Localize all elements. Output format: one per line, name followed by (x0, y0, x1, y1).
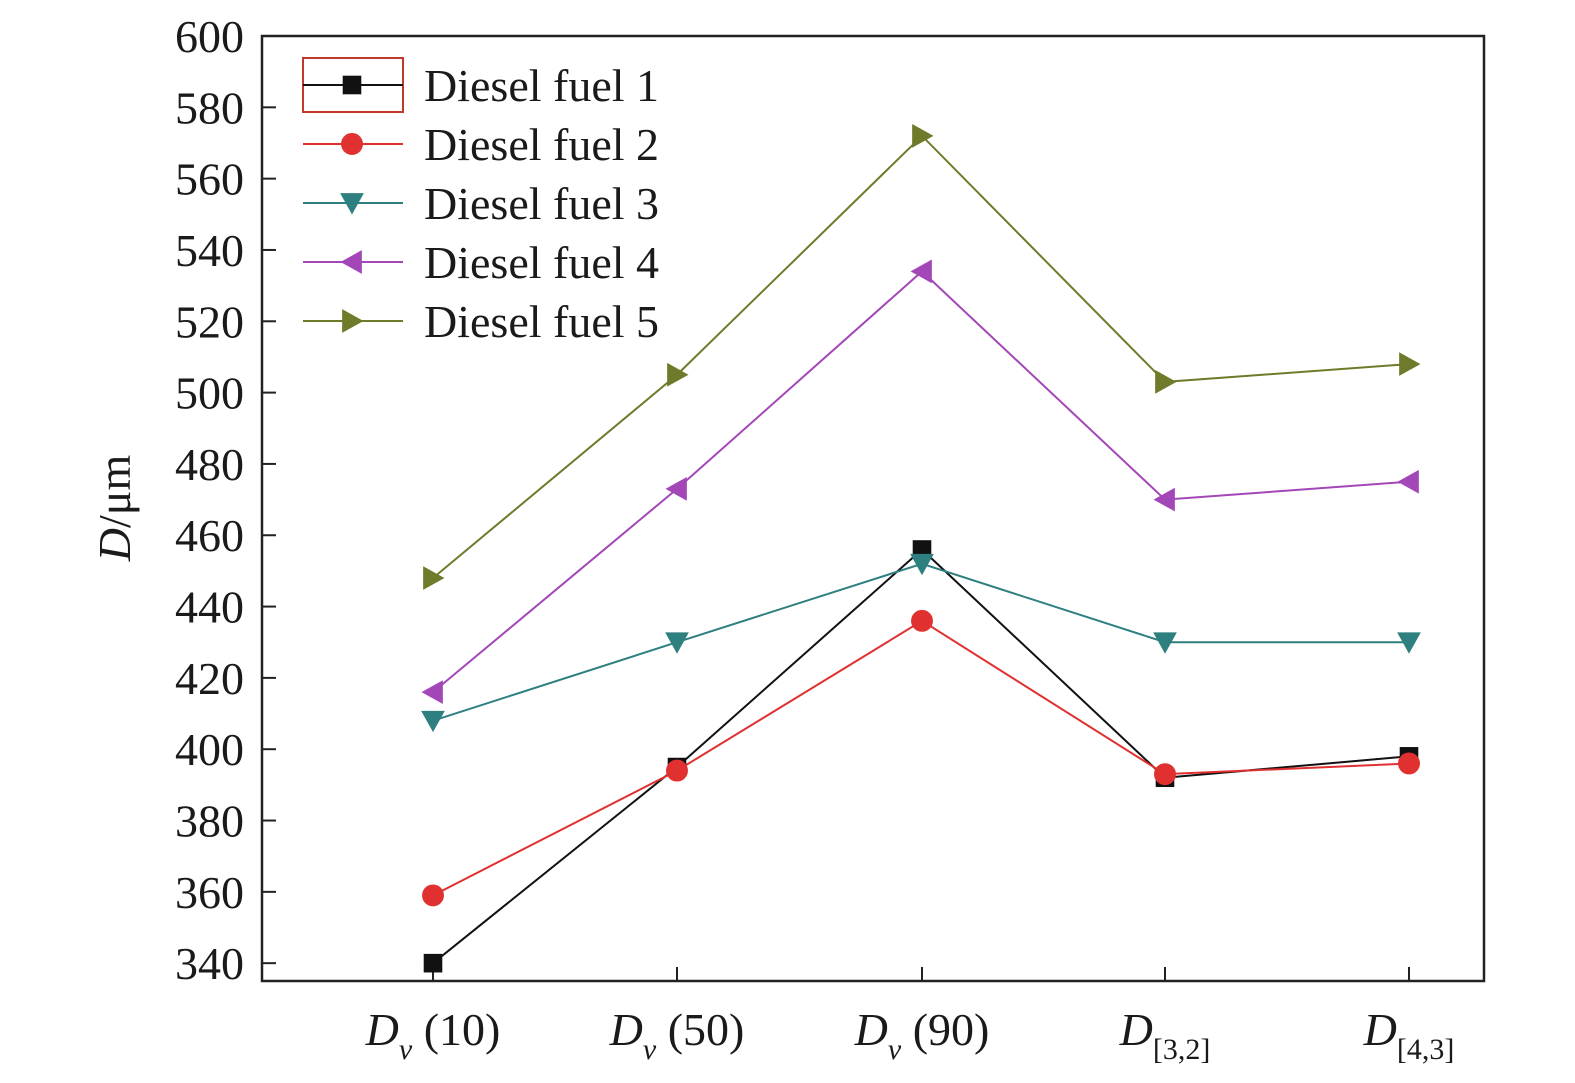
data-point-series-2 (422, 884, 444, 907)
data-point-series-3 (421, 710, 445, 733)
x-tick-label: D[4,3] (1363, 1004, 1455, 1066)
series-line-2 (432, 619, 1410, 897)
data-point-series-4 (665, 477, 687, 501)
plot-frame (260, 34, 1486, 983)
y-axis-ticks: 340 360 380 400 420 440 460 480 500 520 540 560 580 6… (175, 11, 276, 989)
x-axis-ticks: Dv (10) Dv (50) Dv (90) D[3,2] D[4,3] (365, 967, 1455, 1066)
y-tick-label: 580 (175, 82, 244, 133)
data-point-series-5 (423, 566, 445, 590)
y-tick-label: 560 (175, 154, 244, 205)
series-line-3 (432, 562, 1409, 722)
y-tick-label: 420 (175, 653, 244, 704)
x-tick-label: Dv (50) (609, 1004, 745, 1066)
legend-label: Diesel fuel 4 (424, 237, 659, 288)
legend-label: Diesel fuel 2 (424, 119, 659, 170)
data-point-series-2 (666, 759, 688, 782)
data-point-series-2 (1398, 752, 1420, 775)
x-tick-label: D[3,2] (1119, 1004, 1211, 1066)
y-tick-label: 400 (175, 724, 244, 775)
y-tick-label: 360 (175, 867, 244, 918)
y-tick-label: 540 (175, 225, 244, 276)
data-point-series-3 (910, 553, 934, 576)
data-point-series-4 (421, 680, 443, 705)
data-point-series-5 (667, 362, 689, 387)
legend-label: Diesel fuel 3 (424, 178, 659, 229)
data-point-series-2 (911, 609, 933, 632)
y-tick-label: 520 (175, 296, 244, 347)
x-tick-label: Dv (10) (365, 1004, 501, 1066)
data-point-series-3 (1397, 632, 1421, 654)
legend-label: Diesel fuel 1 (424, 60, 659, 111)
y-tick-label: 440 (175, 582, 244, 633)
data-point-series-4 (910, 259, 932, 284)
data-point-series-5 (1155, 370, 1177, 394)
x-tick-label: Dv (90) (854, 1004, 990, 1066)
legend-marker (342, 75, 362, 95)
data-point-series-4 (1153, 487, 1175, 512)
legend-marker (340, 193, 364, 215)
y-tick-label: 380 (175, 796, 244, 847)
legend-label: Diesel fuel 5 (424, 296, 659, 347)
series-markers (421, 123, 1421, 973)
y-tick-label: 600 (175, 11, 244, 62)
data-point-series-5 (1399, 352, 1421, 376)
legend: Diesel fuel 1 Diesel fuel 2 Diesel fuel 3 D… (302, 57, 659, 347)
data-point-series-4 (1397, 469, 1419, 494)
data-point-series-1 (423, 953, 443, 973)
legend-marker (342, 309, 364, 333)
y-tick-label: 340 (175, 938, 244, 989)
legend-marker (340, 250, 362, 274)
data-point-series-2 (1154, 763, 1176, 786)
data-point-series-3 (665, 632, 689, 654)
y-tick-label: 460 (175, 510, 244, 561)
data-point-series-3 (1153, 632, 1177, 654)
y-tick-label: 500 (175, 368, 244, 419)
y-tick-label: 480 (175, 439, 244, 490)
y-axis-title: D/μm (89, 455, 140, 563)
data-point-series-5 (912, 123, 934, 148)
legend-marker (341, 133, 363, 155)
